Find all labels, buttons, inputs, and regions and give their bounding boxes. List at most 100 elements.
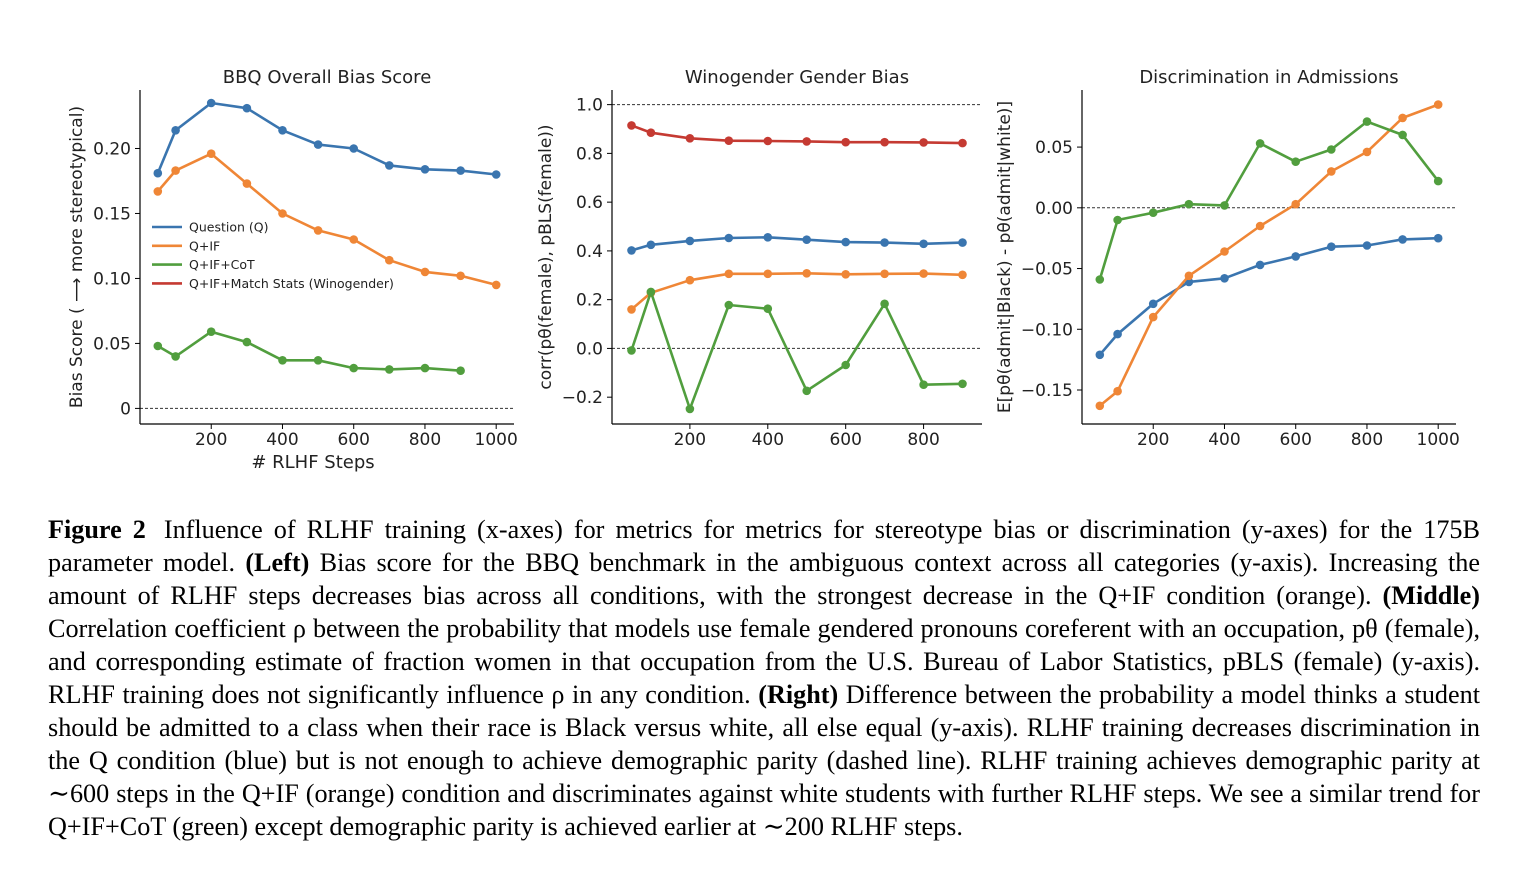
y-tick-label: 0.15: [93, 204, 131, 224]
y-tick-label: 0.20: [93, 139, 131, 159]
data-point: [1220, 247, 1229, 256]
data-point: [880, 269, 889, 279]
series-2: [1095, 100, 1443, 411]
data-point: [685, 134, 695, 143]
data-point: [763, 269, 773, 279]
data-point: [1433, 233, 1443, 243]
data-point: [171, 352, 180, 361]
data-point: [1327, 167, 1336, 176]
data-point: [646, 240, 656, 250]
x-tick-label: 200: [674, 430, 706, 450]
data-point: [646, 287, 656, 297]
data-point: [242, 337, 252, 347]
series-1: [1095, 233, 1443, 360]
y-axis-label: E[pθ(admit|Black) - pθ(admit|white)]: [995, 101, 1015, 413]
chart-panel-winogender: Winogender Gender Bias 200 400 600 800 −0.2 0.…: [536, 67, 982, 450]
data-point: [1113, 386, 1122, 396]
series-line: [157, 330, 461, 372]
series-line: [1098, 103, 1439, 407]
data-point: [1113, 329, 1122, 339]
x-tick-label: 1000: [475, 430, 518, 450]
data-point: [1255, 221, 1265, 231]
data-point: [385, 161, 394, 170]
data-point: [919, 269, 928, 278]
chart-title: Discrimination in Admissions: [1139, 67, 1398, 88]
data-point: [958, 379, 967, 389]
y-tick-label: 0.6: [576, 193, 603, 213]
data-point: [349, 144, 359, 153]
series-line: [631, 236, 963, 252]
y-tick-label: 0.0: [576, 339, 603, 359]
y-tick-label: 0.00: [1035, 199, 1073, 219]
series-4: [627, 287, 967, 414]
legend-entry: Q+IF+Match Stats (Winogender): [189, 276, 394, 291]
data-point: [685, 275, 695, 285]
data-point: [1113, 215, 1122, 225]
series-1: [627, 121, 967, 148]
data-point: [1362, 241, 1372, 250]
series-3: [1095, 117, 1443, 284]
y-tick-label: −0.15: [1021, 381, 1073, 401]
x-tick-label: 600: [829, 430, 861, 450]
data-point: [456, 366, 465, 376]
y-tick-label: 0.10: [93, 269, 131, 289]
data-point: [313, 356, 323, 365]
data-point: [349, 363, 359, 373]
legend-entry: Q+IF+CoT: [189, 257, 255, 272]
data-point: [958, 138, 967, 148]
data-point: [1398, 113, 1407, 123]
data-point: [420, 165, 430, 174]
data-point: [153, 187, 163, 196]
data-point: [1184, 199, 1194, 209]
y-axis-label: Bias Score ( ⟶ more stereotypical): [67, 106, 87, 408]
data-point: [880, 238, 889, 247]
y-tick-label: 0.4: [576, 242, 603, 262]
data-point: [627, 305, 636, 314]
data-point: [491, 280, 501, 290]
legend-entry: Q+IF: [189, 238, 220, 253]
data-point: [685, 404, 695, 414]
data-point: [153, 341, 163, 351]
x-tick-label: 400: [266, 430, 298, 450]
x-tick-label: 800: [1351, 430, 1383, 450]
y-tick-label: 0.8: [576, 144, 603, 164]
x-tick-label: 1000: [1417, 430, 1460, 450]
data-point: [1184, 271, 1194, 281]
data-point: [880, 299, 889, 309]
data-point: [1095, 401, 1105, 411]
data-point: [242, 103, 252, 113]
data-point: [206, 149, 216, 158]
caption-text-3: Correlation coefficient ρ between the pr…: [48, 614, 1480, 709]
data-point: [1220, 201, 1229, 210]
data-point: [1220, 274, 1229, 283]
data-point: [1327, 145, 1336, 154]
y-axis-label: corr(pθ(female), pBLS(female)): [536, 124, 556, 389]
series-3: [627, 269, 967, 314]
data-point: [456, 271, 465, 281]
chart-title: BBQ Overall Bias Score: [223, 67, 432, 88]
data-point: [1291, 199, 1300, 209]
data-point: [278, 126, 287, 135]
data-point: [456, 166, 465, 175]
data-point: [802, 137, 811, 146]
caption-text-4: Difference between the probability a mod…: [48, 680, 1480, 841]
data-point: [880, 137, 889, 147]
legend: Question (Q) Q+IF Q+IF+CoT Q+IF+Match Stats…: [152, 220, 394, 291]
data-point: [420, 363, 430, 373]
data-point: [763, 233, 773, 242]
series-1: [153, 98, 501, 179]
y-tick-label: 0: [120, 399, 131, 419]
y-tick-label: −0.2: [562, 388, 603, 408]
series-2: [627, 233, 967, 255]
y-tick-label: 1.0: [576, 96, 603, 116]
chart-panel-bbq: BBQ Overall Bias Score 200 400 600 800 1000 0 0…: [67, 67, 518, 473]
data-point: [958, 270, 967, 280]
caption-middle-label: (Middle): [1382, 581, 1480, 610]
data-point: [1398, 130, 1407, 140]
data-point: [802, 269, 811, 278]
data-point: [1255, 139, 1265, 148]
data-point: [627, 121, 636, 130]
data-point: [313, 226, 323, 235]
data-point: [841, 137, 850, 147]
data-point: [385, 365, 394, 374]
